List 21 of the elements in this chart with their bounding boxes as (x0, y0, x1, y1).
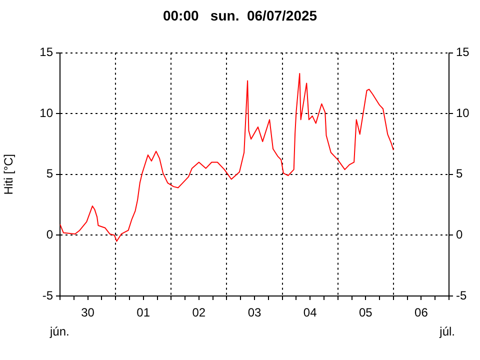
x-tick-label: 01 (136, 306, 150, 320)
y2-tick-label: 5 (456, 166, 463, 181)
x-tick-label: 03 (248, 306, 262, 320)
y2-tick-label: 10 (456, 106, 470, 120)
y-tick-label: 5 (46, 166, 54, 181)
x-tick-label: 04 (303, 306, 318, 320)
y-tick-label: 15 (40, 45, 54, 60)
x-tick-label: 05 (358, 306, 373, 320)
y-tick-label: 0 (46, 228, 54, 242)
x-tick-label: 30 (81, 306, 95, 320)
text: júl. (438, 324, 455, 338)
chart-title: 00:00 sun. 06/07/2025 (162, 7, 318, 24)
y2-tick-label: -5 (456, 288, 467, 302)
text: jún. (49, 324, 70, 338)
y-tick-label: -5 (42, 288, 54, 302)
y2-tick-label: 15 (456, 45, 470, 60)
y-tick-label: 10 (40, 106, 54, 120)
y-axis-title: Hiti [°C] (2, 154, 16, 195)
x-tick-label: 06 (414, 306, 428, 320)
x-tick-label: 02 (192, 306, 206, 320)
y2-tick-label: 0 (456, 228, 463, 242)
